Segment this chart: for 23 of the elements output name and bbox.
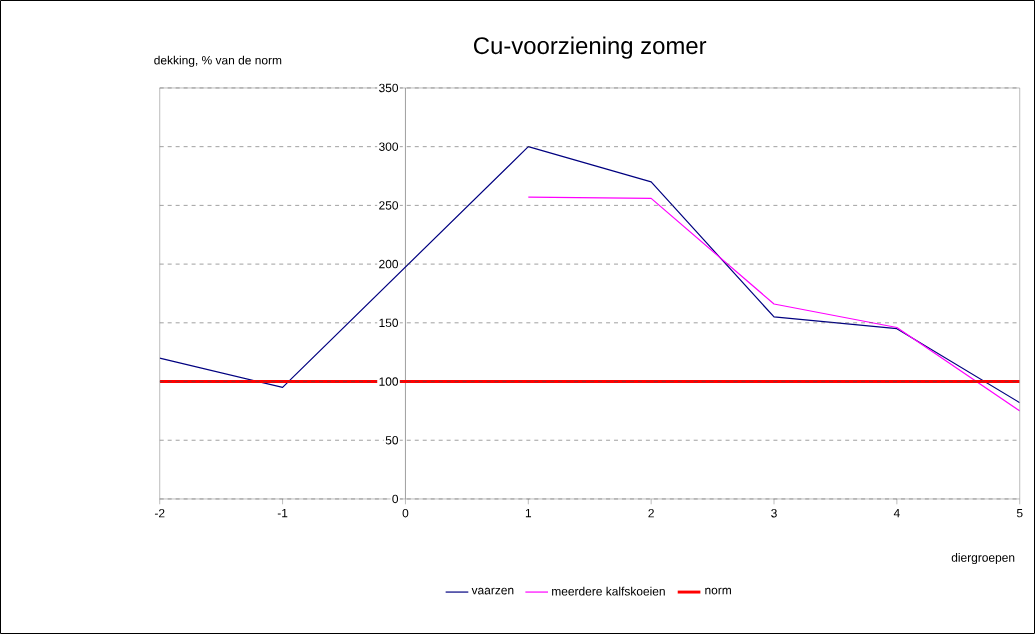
x-tick-label: 0 [402, 508, 409, 518]
x-tick-label: 1 [525, 508, 532, 518]
y-tick-label: 350 [379, 83, 399, 93]
legend-label: meerdere kalfskoeien [552, 586, 665, 596]
y-tick-label: 100 [379, 377, 399, 386]
y-axis-title: dekking, % van de norm [154, 55, 282, 67]
y-tick-label: 150 [379, 318, 399, 328]
y-tick-label: 50 [385, 436, 399, 445]
y-tick-label: 0 [392, 494, 399, 504]
x-tick-label: 4 [893, 508, 900, 518]
y-tick-label: 200 [379, 259, 399, 269]
x-tick-label: 3 [771, 508, 777, 518]
x-tick-label: -1 [277, 508, 288, 518]
x-axis-title: diergroepen [951, 552, 1015, 565]
y-tick-label: 250 [379, 201, 399, 210]
line-series [527, 196, 1020, 412]
legend-label: vaarzen [471, 587, 514, 595]
x-tick-label: -2 [154, 508, 165, 518]
x-tick-label: 2 [648, 508, 654, 518]
chart-title: Cu-voorziening zomer [473, 36, 707, 59]
x-tick-label: 5 [1016, 508, 1023, 518]
y-tick-label: 300 [379, 142, 399, 151]
legend-label: norm [705, 587, 731, 595]
